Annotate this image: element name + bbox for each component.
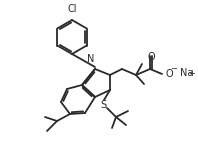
Text: Cl: Cl bbox=[67, 4, 77, 14]
Text: O: O bbox=[166, 69, 174, 79]
Text: Na: Na bbox=[180, 68, 193, 78]
Text: N: N bbox=[87, 54, 95, 64]
Text: O: O bbox=[147, 52, 155, 62]
Text: S: S bbox=[100, 100, 106, 110]
Text: +: + bbox=[188, 69, 195, 78]
Text: −: − bbox=[170, 65, 177, 73]
